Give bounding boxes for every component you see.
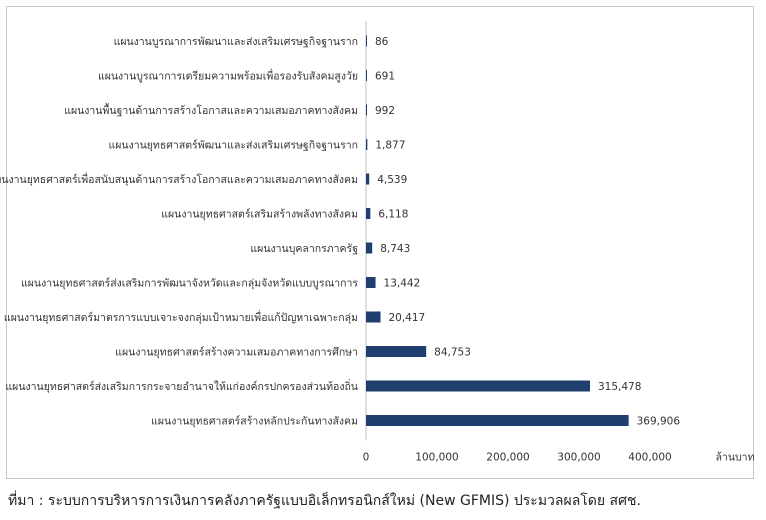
- value-label: 6,118: [378, 209, 408, 221]
- category-label: แผนงานยุทธศาสตร์สร้างความเสมอภาคทางการศึ…: [115, 346, 358, 359]
- value-label: 992: [375, 105, 395, 117]
- chart-frame: [6, 6, 754, 479]
- value-label: 691: [375, 71, 395, 83]
- bar: [366, 380, 590, 392]
- category-label: แผนงานยุทธศาสตร์เพื่อสนับสนุนด้านการสร้า…: [0, 172, 358, 186]
- bar: [366, 415, 629, 426]
- value-label: 84,753: [434, 347, 471, 359]
- bar: [366, 208, 371, 219]
- value-label: 315,478: [598, 381, 641, 393]
- x-tick-label: 300,000: [557, 452, 600, 464]
- bar: [366, 311, 381, 323]
- bar: [366, 277, 376, 288]
- bar: [366, 35, 367, 47]
- category-label: แผนงานยุทธศาสตร์มาตรการแบบเจาะจงกลุ่มเป้…: [4, 310, 358, 324]
- value-label: 8,743: [380, 243, 410, 255]
- category-label: แผนงานบูรณาการพัฒนาและส่งเสริมเศรษฐกิจฐา…: [114, 36, 358, 48]
- category-label: แผนงานยุทธศาสตร์ส่งเสริมการกระจายอำนาจให…: [5, 379, 358, 393]
- x-axis-unit-label: ล้านบาท: [716, 452, 755, 464]
- x-tick-label: 200,000: [486, 452, 529, 464]
- category-label: แผนงานบูรณาการเตรียมความพร้อมเพื่อรองรับ…: [98, 69, 358, 83]
- source-note: ที่มา : ระบบการบริหารการเงินการคลังภาครั…: [8, 493, 641, 509]
- value-label: 369,906: [637, 416, 681, 428]
- value-label: 20,417: [388, 312, 425, 324]
- category-label: แผนงานยุทธศาสตร์พัฒนาและส่งเสริมเศรษฐกิจ…: [108, 139, 358, 152]
- value-label: 4,539: [377, 174, 407, 186]
- x-tick-label: 0: [363, 452, 370, 464]
- bar-chart: แผนงานบูรณาการพัฒนาและส่งเสริมเศรษฐกิจฐา…: [0, 21, 755, 464]
- bar: [366, 173, 370, 185]
- bar: [366, 70, 367, 81]
- category-label: แผนงานยุทธศาสตร์เสริมสร้างพลังทางสังคม: [161, 208, 358, 221]
- x-tick-label: 100,000: [415, 452, 458, 464]
- value-label: 86: [375, 36, 389, 48]
- category-label: แผนงานยุทธศาสตร์สร้างหลักประกันทางสังคม: [151, 415, 358, 428]
- bar: [366, 139, 368, 150]
- bar: [366, 346, 427, 357]
- bar: [366, 104, 367, 116]
- category-label: แผนงานยุทธศาสตร์ส่งเสริมการพัฒนาจังหวัดแ…: [21, 277, 358, 290]
- category-label: แผนงานบุคลากรภาครัฐ: [250, 243, 358, 255]
- value-label: 13,442: [384, 278, 421, 290]
- category-label: แผนงานพื้นฐานด้านการสร้างโอกาสและความเสม…: [64, 103, 358, 117]
- x-tick-label: 400,000: [628, 452, 671, 464]
- value-label: 1,877: [375, 140, 405, 152]
- bar: [366, 242, 373, 254]
